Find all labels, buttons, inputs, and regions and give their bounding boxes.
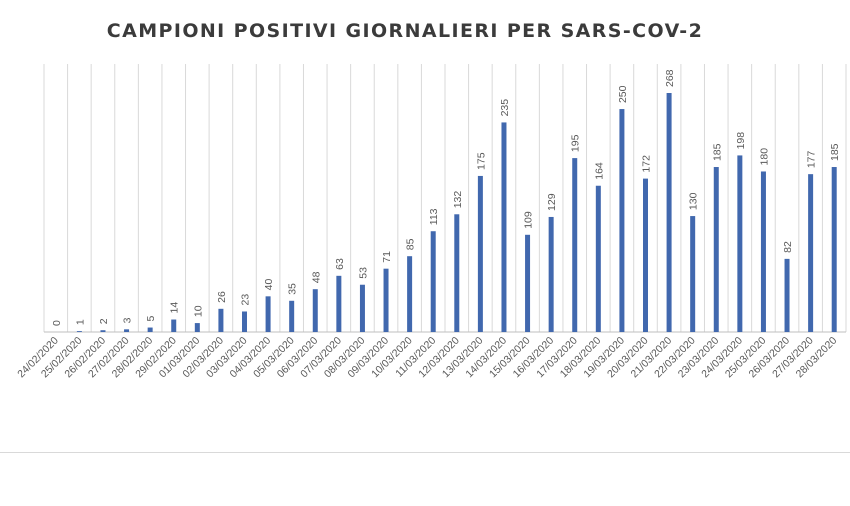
bar	[289, 300, 295, 332]
bar	[525, 234, 531, 332]
bar	[312, 289, 318, 332]
data-label: 40	[263, 278, 275, 290]
bar	[548, 216, 554, 332]
data-label: 198	[735, 132, 747, 150]
bar	[737, 155, 743, 332]
data-label: 23	[240, 294, 252, 306]
bar	[124, 329, 130, 332]
data-label: 109	[523, 211, 535, 229]
bar	[477, 175, 483, 332]
bar	[595, 185, 601, 332]
bar	[171, 319, 177, 332]
bar	[784, 258, 790, 332]
bar	[619, 109, 625, 332]
bar	[100, 330, 106, 332]
bar	[430, 231, 436, 332]
data-label: 35	[287, 283, 299, 295]
data-label: 180	[758, 148, 770, 166]
data-label: 195	[570, 134, 582, 152]
bar	[831, 167, 837, 332]
bar	[501, 122, 507, 332]
data-label: 185	[829, 143, 841, 161]
data-label: 3	[122, 317, 134, 323]
data-label: 235	[499, 99, 511, 117]
data-label: 10	[192, 305, 204, 317]
bar	[760, 171, 766, 332]
bar	[407, 256, 413, 332]
data-label: 132	[452, 191, 464, 209]
data-label: 1	[74, 319, 86, 325]
bar	[265, 296, 271, 332]
data-label: 175	[475, 152, 487, 170]
data-label: 2	[98, 318, 110, 324]
chart-title: CAMPIONI POSITIVI GIORNALIERI PER SARS-C…	[106, 20, 704, 42]
bar	[383, 268, 389, 332]
data-label: 48	[310, 271, 322, 283]
bar	[76, 331, 82, 332]
bar	[454, 214, 460, 332]
data-label: 5	[145, 316, 157, 322]
data-label: 172	[641, 155, 653, 173]
data-label: 129	[546, 193, 558, 211]
data-label: 164	[593, 162, 605, 180]
data-label: 71	[381, 251, 393, 263]
data-label: 250	[617, 85, 629, 103]
bar	[808, 174, 814, 332]
bar	[713, 167, 719, 332]
data-label: 177	[806, 150, 818, 168]
bar	[643, 178, 648, 332]
data-label: 14	[169, 302, 181, 314]
bar	[242, 311, 247, 332]
data-label: 268	[664, 69, 676, 87]
data-label: 185	[711, 143, 723, 161]
data-label: 53	[357, 267, 369, 279]
bar	[666, 93, 672, 332]
data-label: 82	[782, 241, 794, 253]
divider	[0, 452, 850, 453]
data-label: 63	[334, 258, 346, 270]
data-label: 85	[405, 238, 417, 250]
bar	[218, 308, 224, 332]
bar	[336, 275, 342, 332]
bar	[359, 284, 365, 332]
data-label: 0	[51, 320, 63, 326]
data-label: 130	[688, 192, 700, 210]
bar	[690, 216, 696, 332]
bar	[194, 323, 200, 332]
data-label: 113	[428, 208, 440, 225]
bar	[147, 327, 153, 332]
bar	[572, 158, 578, 332]
data-label: 26	[216, 291, 228, 303]
